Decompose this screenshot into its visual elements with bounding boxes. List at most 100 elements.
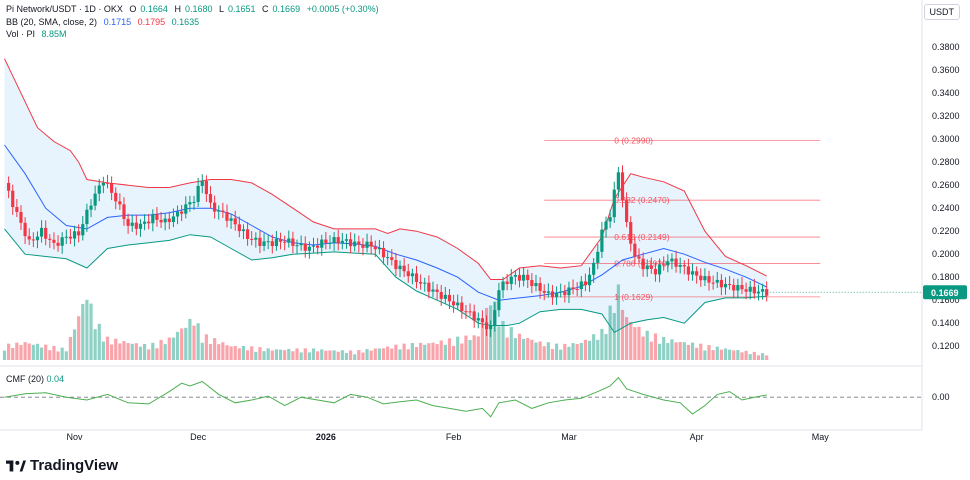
candle-body bbox=[373, 246, 377, 250]
candle-body bbox=[728, 283, 732, 285]
symbol-title[interactable]: Pi Network/USDT · 1D · OKX bbox=[6, 4, 123, 14]
volume-bar bbox=[592, 334, 596, 360]
high-value: 0.1680 bbox=[184, 4, 213, 14]
volume-bar bbox=[291, 351, 295, 360]
tradingview-logo-icon bbox=[6, 460, 26, 471]
candle-body bbox=[266, 241, 270, 243]
cmf-label[interactable]: CMF (20) bbox=[6, 374, 44, 384]
candle-body bbox=[142, 221, 147, 224]
candle-body bbox=[56, 242, 60, 246]
time-tick-label: Feb bbox=[446, 432, 462, 442]
currency-button[interactable]: USDT bbox=[923, 4, 960, 20]
candle-body bbox=[316, 245, 320, 248]
volume-bar bbox=[534, 342, 538, 360]
volume-bar bbox=[89, 303, 93, 360]
volume-bar bbox=[97, 323, 101, 360]
volume-bar bbox=[340, 350, 344, 360]
candle-body bbox=[596, 251, 600, 263]
volume-bar bbox=[229, 346, 233, 360]
last-price-label: 0.1669 bbox=[931, 288, 959, 298]
candle-body bbox=[468, 311, 472, 313]
volume-bar bbox=[85, 299, 89, 360]
volume-bar bbox=[386, 346, 390, 360]
candle-body bbox=[608, 217, 612, 222]
volume-bar bbox=[649, 341, 653, 360]
volume-bar bbox=[31, 344, 35, 360]
volume-bar bbox=[163, 344, 167, 360]
time-tick-label: Mar bbox=[561, 432, 577, 442]
volume-bar bbox=[670, 339, 674, 360]
candle-body bbox=[377, 247, 382, 250]
tradingview-logo[interactable]: TradingView bbox=[6, 457, 118, 474]
price-tick-label: 0.2200 bbox=[932, 226, 960, 236]
candle-body bbox=[526, 274, 530, 281]
volume-bar bbox=[332, 350, 336, 360]
bb-legend: BB (20, SMA, close, 2) 0.1715 0.1795 0.1… bbox=[6, 17, 203, 28]
symbol-legend: Pi Network/USDT · 1D · OKX O 0.1664 H 0.16… bbox=[6, 4, 383, 15]
candle-body bbox=[394, 260, 398, 270]
candle-body bbox=[369, 241, 373, 247]
candle-body bbox=[101, 182, 105, 186]
candle-body bbox=[221, 210, 225, 212]
candle-body bbox=[361, 244, 365, 248]
vol-label[interactable]: Vol · PI bbox=[6, 29, 36, 39]
bb-lower-line bbox=[4, 228, 767, 334]
volume-bar bbox=[27, 343, 31, 360]
candle-body bbox=[64, 236, 68, 238]
cmf-value: 0.04 bbox=[46, 374, 65, 384]
volume-bar bbox=[221, 342, 225, 360]
volume-bar bbox=[307, 352, 311, 360]
candle-body bbox=[200, 180, 204, 186]
candle-body bbox=[460, 302, 464, 312]
candle-body bbox=[303, 243, 307, 251]
candle-body bbox=[686, 266, 691, 275]
candle-body bbox=[147, 221, 151, 224]
volume-bar bbox=[579, 342, 583, 360]
volume-bar bbox=[353, 354, 357, 360]
volume-bar bbox=[348, 350, 353, 360]
volume-bar bbox=[151, 342, 155, 360]
candle-body bbox=[126, 218, 130, 226]
volume-bar bbox=[237, 348, 241, 360]
volume-bar bbox=[559, 349, 563, 360]
volume-bar bbox=[180, 328, 184, 360]
candle-body bbox=[657, 264, 662, 275]
volume-bar bbox=[39, 347, 44, 360]
time-tick-label: 2026 bbox=[316, 432, 336, 442]
volume-bar bbox=[456, 336, 460, 360]
price-tick-label: 0.2400 bbox=[932, 203, 960, 213]
volume-bar bbox=[563, 343, 567, 360]
volume-bar bbox=[501, 321, 505, 360]
candle-body bbox=[522, 274, 526, 281]
candle-body bbox=[311, 245, 316, 247]
candle-body bbox=[320, 239, 324, 248]
volume-bar bbox=[192, 325, 196, 360]
candle-body bbox=[77, 231, 81, 236]
candle-body bbox=[175, 211, 180, 217]
volume-bar bbox=[245, 350, 250, 360]
low-label: L bbox=[218, 4, 224, 14]
bb-label[interactable]: BB (20, SMA, close, 2) bbox=[6, 17, 98, 27]
volume-bar bbox=[674, 342, 678, 360]
candle-body bbox=[398, 265, 402, 270]
volume-bar bbox=[550, 349, 555, 360]
volume-bar bbox=[760, 353, 765, 360]
candle-body bbox=[575, 289, 579, 291]
candle-body bbox=[353, 241, 357, 247]
candle-body bbox=[625, 200, 629, 223]
volume-bar bbox=[357, 350, 361, 360]
candle-body bbox=[196, 185, 200, 202]
volume-bar bbox=[64, 351, 68, 360]
volume-bar bbox=[690, 342, 695, 360]
volume-bar bbox=[93, 329, 97, 360]
volume-bar bbox=[464, 335, 468, 360]
candle-body bbox=[332, 237, 336, 243]
price-tick-label: 0.1400 bbox=[932, 318, 960, 328]
candle-body bbox=[583, 281, 588, 286]
volume-bar bbox=[686, 344, 691, 360]
volume-bar bbox=[596, 339, 600, 360]
volume-bar bbox=[60, 347, 64, 360]
volume-bar bbox=[241, 345, 246, 360]
volume-bar bbox=[68, 336, 73, 360]
